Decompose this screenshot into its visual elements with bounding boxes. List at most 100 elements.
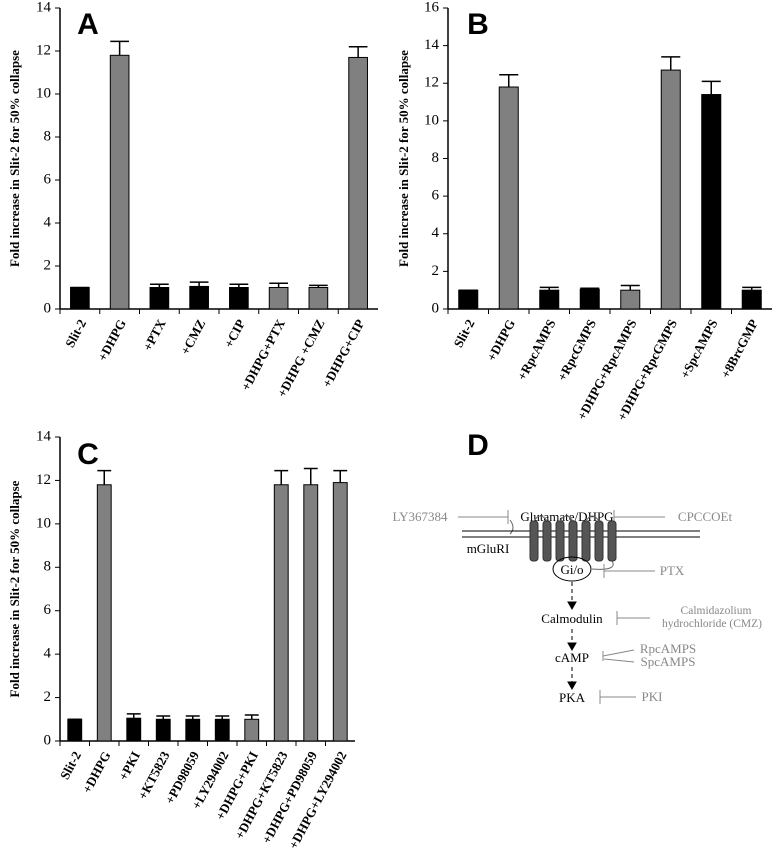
arrowhead: [567, 642, 577, 652]
bar: [498, 86, 519, 310]
bar: [579, 288, 600, 310]
inhibitor-label: PTX: [660, 563, 685, 578]
y-tick-label: 4: [44, 214, 52, 230]
error-bar: [150, 283, 169, 288]
y-axis-label: Fold increase in Slit-2 for 50% collapse: [7, 50, 22, 267]
x-tick-label: +PKI: [115, 749, 143, 783]
y-tick-label: 0: [44, 732, 52, 748]
error-bar: [274, 469, 289, 485]
y-tick-label: 6: [432, 188, 440, 204]
pka-label: PKA: [559, 690, 586, 705]
x-tick-label: +CMZ: [177, 316, 208, 357]
bar-chart: A Fold increase in Slit-2 for 50% collaps…: [7, 0, 378, 400]
y-tick-label: 2: [44, 689, 52, 705]
error-bar: [215, 715, 230, 720]
bar: [741, 289, 762, 310]
x-tick-label: +DHPG: [484, 317, 518, 364]
modulator-label: RpcAMPS: [640, 641, 696, 656]
error-bar: [229, 283, 249, 288]
error-bar: [126, 713, 141, 719]
error-bar: [333, 469, 348, 483]
loop: [533, 515, 614, 570]
inhibitor-label: PKI: [642, 689, 663, 704]
error-bar: [110, 40, 129, 56]
calmodulin-label: Calmodulin: [541, 611, 603, 626]
panel-letter: A: [77, 8, 99, 41]
error-bar: [620, 284, 640, 291]
inhibitor-label: Calmidazolium: [681, 605, 752, 617]
y-tick-label: 4: [432, 225, 440, 241]
x-tick-label: Slit-2: [57, 749, 84, 782]
arrowhead: [567, 601, 577, 611]
bar: [109, 54, 130, 310]
bar: [458, 289, 479, 310]
x-tick-label: +DHPG: [79, 749, 113, 796]
bar: [308, 287, 329, 310]
error-bar: [244, 714, 259, 720]
y-tick-label: 14: [36, 0, 52, 15]
y-tick-label: 14: [36, 428, 52, 444]
x-tick-label: +SpcAMPS: [677, 317, 721, 381]
error-bar: [499, 74, 519, 88]
x-tick-label: +8BrcGMP: [718, 317, 761, 381]
bar: [214, 718, 230, 742]
y-tick-label: 12: [36, 42, 51, 58]
diagram: D Glutamate/DHPG LY367384 CPCCOEt mGluRI…: [392, 429, 762, 705]
bar: [273, 484, 289, 742]
y-tick-label: 10: [424, 112, 439, 128]
panel-letter: D: [467, 429, 489, 462]
loop: [509, 519, 514, 535]
bar: [348, 56, 368, 310]
inhibition-line: [458, 510, 509, 524]
panel-letter: C: [77, 438, 99, 471]
bar: [229, 287, 249, 310]
y-tick-label: 6: [44, 602, 52, 618]
inhibition-line: [603, 564, 655, 578]
x-tick-label: +DHPG: [95, 317, 129, 364]
bar-chart: B Fold increase in Slit-2 for 50% collaps…: [396, 0, 772, 423]
receptor-label: mGluRI: [467, 541, 510, 556]
y-tick-label: 12: [424, 75, 439, 91]
inhibitor-label: hydrochloride (CMZ): [662, 618, 762, 630]
error-bar: [156, 715, 171, 720]
modulator-label: SpcAMPS: [641, 654, 696, 669]
y-tick-label: 0: [432, 300, 440, 316]
helices: [529, 520, 617, 562]
y-axis-label: Fold increase in Slit-2 for 50% collapse: [7, 480, 22, 697]
bar: [332, 482, 348, 742]
bar: [185, 718, 201, 742]
inhibition-line: [599, 690, 636, 704]
bar-chart: C Fold increase in Slit-2 for 50% collaps…: [7, 428, 355, 851]
bar: [244, 718, 260, 742]
modulation-line: [602, 649, 635, 663]
arrowhead: [567, 681, 577, 691]
error-bar: [97, 469, 112, 485]
x-tick-label: +RpcGMPS: [554, 317, 599, 384]
y-tick-label: 6: [44, 171, 52, 187]
camp-label: cAMP: [555, 650, 589, 665]
error-bar: [348, 45, 368, 58]
inhibition-line: [613, 510, 665, 524]
y-tick-label: 0: [44, 300, 52, 316]
bar: [303, 484, 319, 742]
bar: [96, 484, 112, 742]
y-axis-label: Fold increase in Slit-2 for 50% collapse: [396, 50, 411, 267]
bar: [126, 717, 142, 742]
y-tick-label: 14: [424, 37, 440, 53]
bar: [268, 287, 289, 310]
error-bar: [661, 56, 681, 71]
y-tick-label: 4: [44, 646, 52, 662]
y-tick-label: 8: [432, 150, 440, 166]
bar: [660, 69, 681, 310]
error-bar: [185, 715, 200, 720]
error-bar: [303, 467, 318, 485]
x-tick-label: +CIP: [221, 317, 248, 350]
antagonist-label: LY367384: [392, 509, 448, 524]
bar: [70, 287, 90, 310]
panel-letter: B: [467, 8, 489, 41]
bar: [67, 718, 83, 742]
bar: [155, 718, 171, 742]
y-tick-label: 12: [36, 472, 51, 488]
bar: [701, 94, 722, 310]
